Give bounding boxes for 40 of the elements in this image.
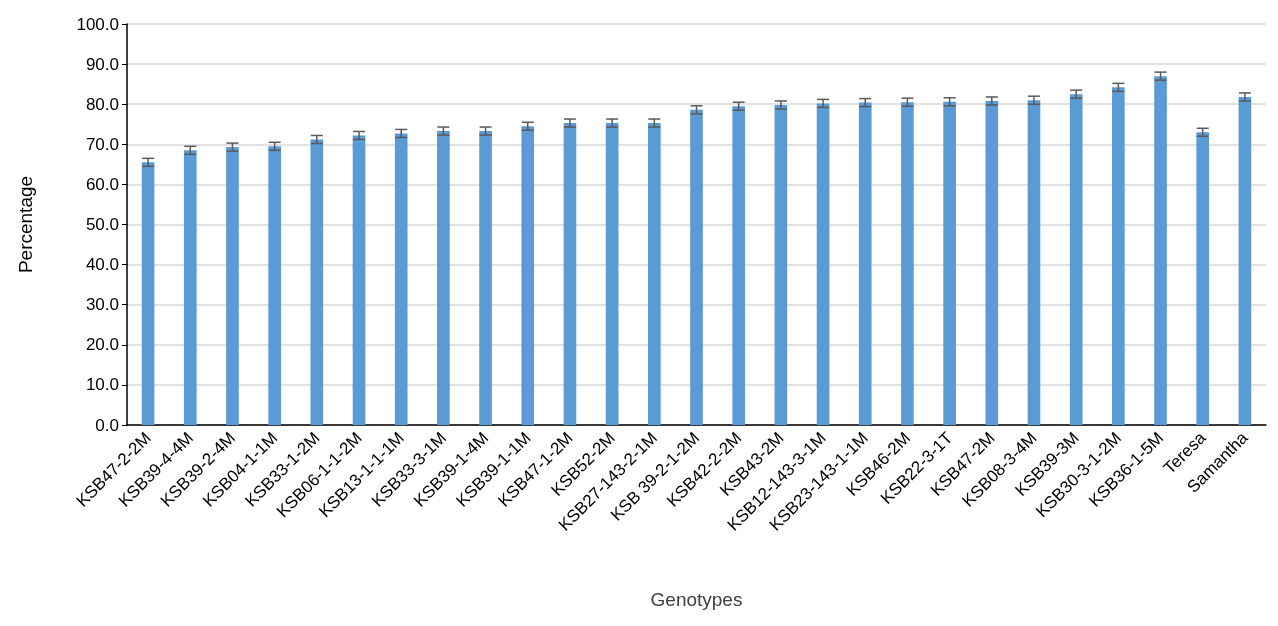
bar (1238, 96, 1252, 425)
bar (1112, 87, 1125, 425)
y-tick-label: 70.0 (85, 134, 119, 154)
bar (1027, 100, 1041, 425)
bar (732, 106, 746, 425)
bar (352, 135, 366, 425)
bar (901, 102, 914, 425)
bar (563, 123, 577, 425)
bar (437, 131, 450, 425)
bar (858, 102, 872, 425)
bar (1196, 132, 1210, 425)
bar (1154, 76, 1167, 425)
bar (479, 131, 492, 425)
bar (605, 123, 619, 425)
bar (226, 147, 239, 425)
y-tick-label: 90.0 (85, 54, 119, 74)
bar (647, 123, 661, 425)
bar (394, 133, 408, 425)
bar (943, 101, 956, 425)
y-tick-label: 100.0 (76, 14, 119, 34)
y-tick-label: 10.0 (85, 375, 119, 395)
bar (521, 126, 535, 425)
y-tick-label: 20.0 (85, 335, 119, 355)
bar (985, 100, 999, 425)
y-tick-label: 60.0 (85, 174, 119, 194)
y-tick-label: 50.0 (85, 215, 119, 234)
bar (268, 146, 281, 425)
bar (774, 105, 788, 425)
bar (1069, 94, 1083, 425)
y-tick-label: 80.0 (85, 94, 119, 114)
y-tick-label: 30.0 (85, 295, 119, 315)
bar (183, 150, 197, 425)
bar (310, 139, 324, 425)
bar (690, 109, 703, 425)
y-tick-label: 40.0 (85, 255, 119, 275)
y-tick-label: 0.0 (95, 415, 119, 435)
x-axis-title: Genotypes (650, 589, 743, 610)
bar (141, 162, 155, 425)
bar (816, 103, 830, 425)
y-axis-title: Percentage (15, 175, 36, 274)
